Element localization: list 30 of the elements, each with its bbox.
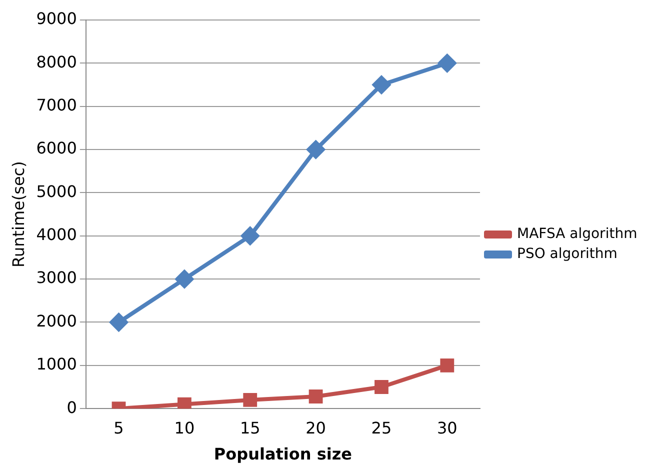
y-tick-label: 6000 xyxy=(36,138,77,158)
x-tick-label: 25 xyxy=(371,418,392,438)
legend-label: PSO algorithm xyxy=(517,246,618,262)
x-tick-label: 10 xyxy=(174,418,195,438)
y-tick-label: 5000 xyxy=(36,182,77,201)
y-tick-label: 7000 xyxy=(36,96,77,115)
point xyxy=(372,76,390,94)
x-tick-label: 30 xyxy=(436,418,458,438)
y-tick-label: 0 xyxy=(66,398,77,417)
point xyxy=(243,393,258,407)
point xyxy=(306,140,325,159)
y-tick-label: 1000 xyxy=(36,354,77,374)
y-tick-label: 4000 xyxy=(36,225,77,244)
y-tick-label: 2000 xyxy=(36,311,77,330)
point xyxy=(374,380,388,394)
x-tick-label: 5 xyxy=(114,418,124,438)
y-tick-label: 3000 xyxy=(36,268,77,288)
x-axis-title: Population size xyxy=(214,444,352,464)
point xyxy=(440,358,454,372)
y-axis-title: Runtime(sec) xyxy=(8,161,28,268)
point xyxy=(308,390,323,404)
y-tick-label: 8000 xyxy=(36,52,77,72)
point xyxy=(438,54,456,72)
legend-label: MAFSA algorithm xyxy=(517,226,638,242)
x-tick-label: 15 xyxy=(240,418,260,438)
point xyxy=(110,313,128,332)
y-tick-label: 9000 xyxy=(36,9,77,28)
x-tick-label: 20 xyxy=(306,418,326,438)
point xyxy=(175,270,194,288)
point xyxy=(241,226,260,245)
